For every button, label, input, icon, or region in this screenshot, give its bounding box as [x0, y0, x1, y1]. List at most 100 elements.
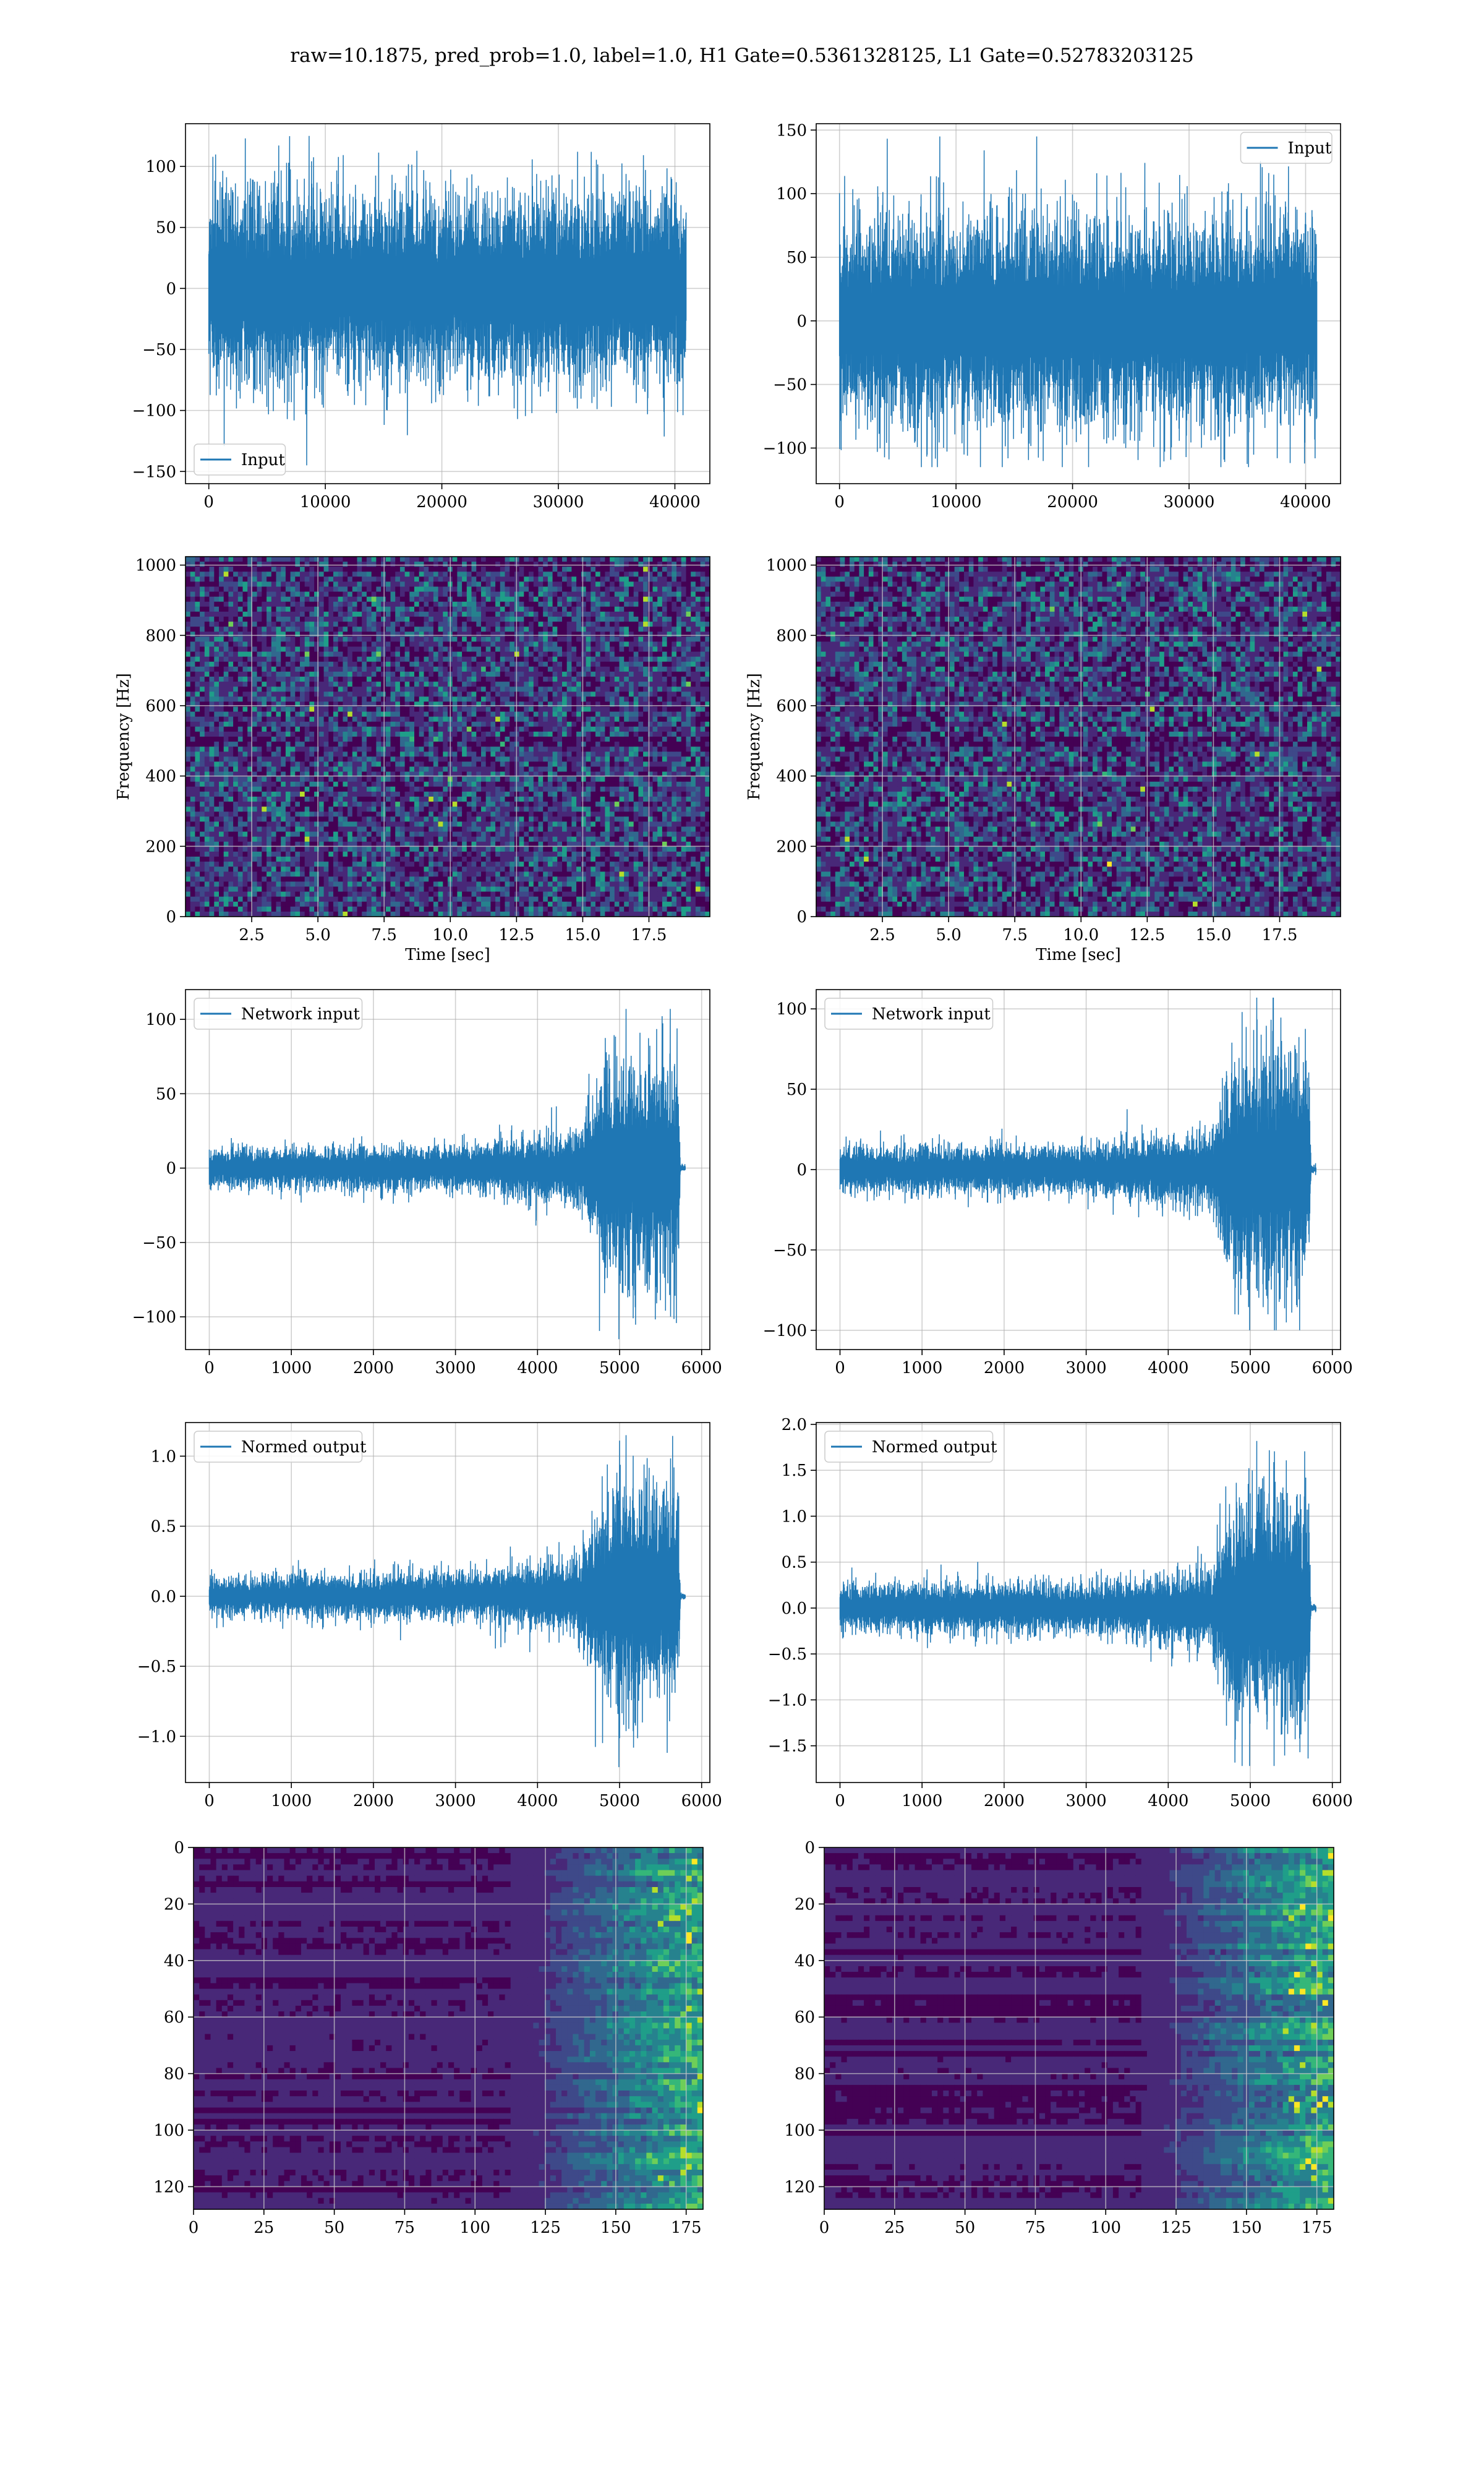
- heatmap-cell: [696, 622, 701, 627]
- heatmap-cell: [534, 742, 539, 747]
- heatmap-cell: [405, 756, 410, 762]
- heatmap-cell: [281, 581, 286, 587]
- heatmap-cell: [424, 602, 429, 607]
- heatmap-cell: [405, 682, 410, 687]
- heatmap-cell: [667, 701, 672, 707]
- heatmap-cell: [571, 701, 576, 707]
- heatmap-cell: [257, 677, 262, 682]
- heatmap-cell: [286, 647, 291, 653]
- heatmap-cell: [233, 701, 238, 707]
- heatmap-cell: [505, 581, 510, 587]
- heatmap-cell: [643, 701, 648, 707]
- heatmap-cell: [324, 622, 329, 627]
- heatmap-cell: [228, 617, 233, 622]
- heatmap-cell: [562, 567, 567, 572]
- heatmap-cell: [309, 592, 314, 597]
- heatmap-cell: [610, 622, 615, 627]
- heatmap-cell: [662, 636, 667, 642]
- heatmap-cell: [224, 732, 229, 737]
- x-tick-label: 40000: [1280, 493, 1331, 511]
- heatmap-cell: [634, 756, 639, 762]
- heatmap-cell: [539, 652, 544, 657]
- heatmap-cell: [576, 617, 581, 622]
- heatmap-cell: [443, 751, 448, 757]
- heatmap-cell: [691, 767, 696, 773]
- heatmap-cell: [224, 562, 229, 567]
- heatmap-cell: [490, 622, 495, 627]
- heatmap-cell: [557, 602, 562, 607]
- heatmap-cell: [490, 562, 495, 567]
- heatmap-cell: [638, 576, 643, 582]
- heatmap-cell: [238, 647, 243, 653]
- heatmap-cell: [505, 687, 510, 692]
- heatmap-cell: [615, 627, 620, 632]
- heatmap-cell: [543, 641, 548, 647]
- heatmap-cell: [295, 687, 300, 692]
- heatmap-cell: [624, 587, 629, 593]
- heatmap-cell: [476, 727, 481, 732]
- heatmap-cell: [453, 727, 458, 732]
- heatmap-cell: [348, 767, 352, 773]
- heatmap-cell: [372, 707, 377, 713]
- heatmap-cell: [424, 587, 429, 593]
- heatmap-cell: [562, 737, 567, 742]
- heatmap-cell: [686, 636, 691, 642]
- heatmap-cell: [696, 677, 701, 682]
- heatmap-cell: [338, 767, 343, 773]
- heatmap-cell: [591, 727, 595, 732]
- heatmap-cell: [343, 627, 348, 632]
- heatmap-cell: [490, 657, 495, 662]
- heatmap-cell: [701, 617, 706, 622]
- heatmap-cell: [667, 687, 672, 692]
- heatmap-cell: [205, 647, 210, 653]
- heatmap-cell: [219, 756, 224, 762]
- heatmap-cell: [562, 636, 567, 642]
- heatmap-cell: [605, 587, 610, 593]
- heatmap-cell: [495, 592, 500, 597]
- heatmap-cell: [210, 756, 215, 762]
- heatmap-cell: [500, 602, 505, 607]
- heatmap-cell: [276, 761, 281, 767]
- heatmap-cell: [262, 777, 267, 782]
- heatmap-cell: [534, 747, 539, 752]
- heatmap-cell: [276, 756, 281, 762]
- heatmap-cell: [500, 727, 505, 732]
- heatmap-cell: [653, 612, 658, 617]
- heatmap-cell: [281, 682, 286, 687]
- heatmap-cell: [190, 607, 195, 612]
- heatmap-cell: [529, 587, 534, 593]
- heatmap-cell: [438, 677, 443, 682]
- heatmap-cell: [243, 696, 248, 702]
- heatmap-cell: [676, 767, 681, 773]
- heatmap-cell: [481, 557, 486, 562]
- heatmap-cell: [300, 717, 305, 722]
- heatmap-cell: [333, 581, 338, 587]
- heatmap-cell: [591, 576, 595, 582]
- heatmap-cell: [338, 732, 343, 737]
- heatmap-cell: [262, 617, 267, 622]
- heatmap-cell: [257, 767, 262, 773]
- heatmap-cell: [291, 602, 296, 607]
- heatmap-cell: [300, 592, 305, 597]
- heatmap-cell: [467, 742, 472, 747]
- heatmap-cell: [328, 636, 333, 642]
- heatmap-cell: [324, 597, 329, 602]
- heatmap-cell: [391, 571, 396, 577]
- y-tick-label: 50: [156, 219, 176, 238]
- heatmap-cell: [414, 636, 419, 642]
- heatmap-cell: [352, 576, 357, 582]
- heatmap-cell: [605, 677, 610, 682]
- heatmap-cell: [257, 652, 262, 657]
- heatmap-cell: [433, 592, 438, 597]
- heatmap-cell: [624, 682, 629, 687]
- heatmap-cell: [305, 562, 310, 567]
- heatmap-cell: [343, 587, 348, 593]
- heatmap-cell: [319, 647, 324, 653]
- heatmap-cell: [243, 587, 248, 593]
- heatmap-cell: [395, 612, 400, 617]
- heatmap-cell: [643, 612, 648, 617]
- heatmap-cell: [505, 696, 510, 702]
- heatmap-cell: [319, 562, 324, 567]
- heatmap-cell: [576, 607, 581, 612]
- heatmap-cell: [505, 717, 510, 722]
